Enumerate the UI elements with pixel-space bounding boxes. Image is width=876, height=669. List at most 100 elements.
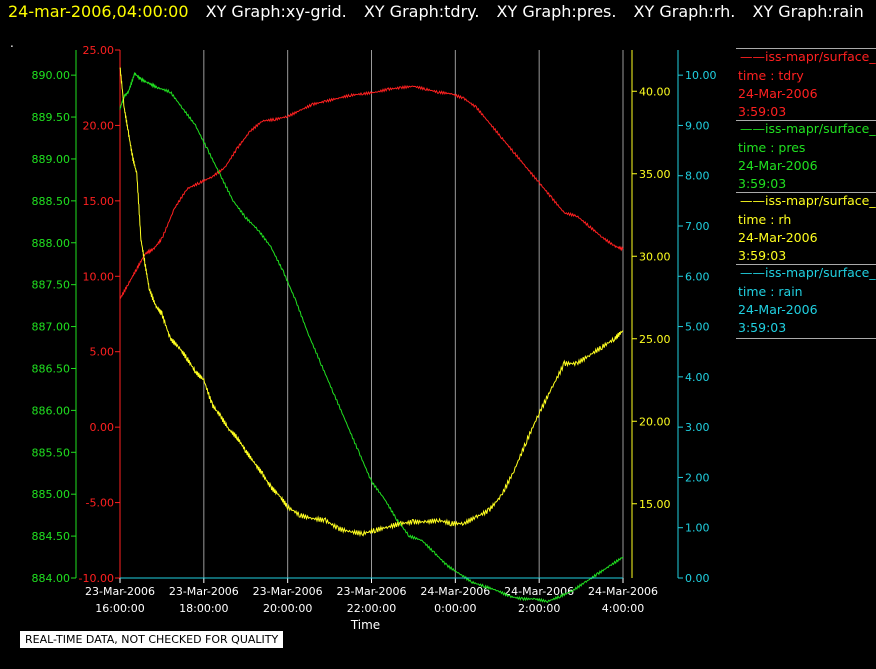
tick-label-pres: 889.50 xyxy=(32,111,71,124)
series-line-tdry xyxy=(119,84,624,300)
tick-label-pres: 888.50 xyxy=(32,195,71,208)
series-line-rh xyxy=(119,67,624,538)
legend-date: 24-Mar-2006 xyxy=(738,230,818,245)
tick-label-rh: 35.00 xyxy=(639,168,671,181)
tab-rh[interactable]: XY Graph:rh. xyxy=(633,2,736,21)
tick-label-pres: 887.00 xyxy=(32,321,71,334)
tick-label-rain: 0.00 xyxy=(685,572,710,585)
tick-label-pres: 889.00 xyxy=(32,153,71,166)
legend-line xyxy=(736,192,876,193)
x-tick-label-date: 24-Mar-2006 xyxy=(420,585,490,598)
tick-label-rain: 2.00 xyxy=(685,471,710,484)
tick-label-rh: 25.00 xyxy=(639,333,671,346)
tick-label-rh: 15.00 xyxy=(639,498,671,511)
legend-line xyxy=(736,48,876,49)
x-tick-label-time: 20:00:00 xyxy=(263,602,312,615)
dot-marker: . xyxy=(10,36,14,50)
tab-xy-grid[interactable]: XY Graph:xy-grid. xyxy=(205,2,347,21)
legend-time: 3:59:03 xyxy=(738,248,787,263)
legend-series-name: ——iss-mapr/surface_ xyxy=(740,265,876,280)
tick-label-rain: 5.00 xyxy=(685,321,710,334)
tick-label-pres: 885.50 xyxy=(32,446,71,459)
legend-time: 3:59:03 xyxy=(738,104,787,119)
quality-note: REAL-TIME DATA, NOT CHECKED FOR QUALITY xyxy=(20,631,284,648)
tick-label-tdry: 5.00 xyxy=(90,346,115,359)
x-tick-label-time: 16:00:00 xyxy=(95,602,144,615)
legend-entry-tdry[interactable]: ——iss-mapr/surface_ time : tdry 24-Mar-2… xyxy=(736,48,876,120)
legend-name-text: iss-mapr/surface_ xyxy=(765,49,876,64)
tick-label-pres: 886.00 xyxy=(32,404,71,417)
x-tick-label-date: 23-Mar-2006 xyxy=(85,585,155,598)
tick-label-rain: 4.00 xyxy=(685,371,710,384)
x-tick-label-time: 18:00:00 xyxy=(179,602,228,615)
tick-label-tdry: -5.00 xyxy=(86,497,114,510)
legend-entry-rain[interactable]: ——iss-mapr/surface_ time : rain 24-Mar-2… xyxy=(736,264,876,336)
legend-line xyxy=(736,120,876,121)
tick-label-tdry: 10.00 xyxy=(83,270,115,283)
x-tick-label-date: 24-Mar-2006 xyxy=(588,585,658,598)
series-line-pres xyxy=(119,72,624,604)
x-tick-label-date: 23-Mar-2006 xyxy=(337,585,407,598)
legend-variable: time : pres xyxy=(738,140,806,155)
x-axis-label: Time xyxy=(350,618,380,632)
tick-label-rain: 8.00 xyxy=(685,170,710,183)
tick-label-rain: 7.00 xyxy=(685,220,710,233)
tick-label-rh: 30.00 xyxy=(639,250,671,263)
legend-date: 24-Mar-2006 xyxy=(738,302,818,317)
tick-label-rh: 20.00 xyxy=(639,415,671,428)
tick-label-tdry: 15.00 xyxy=(83,195,115,208)
x-tick-label-time: 4:00:00 xyxy=(602,602,644,615)
tab-tdry[interactable]: XY Graph:tdry. xyxy=(363,2,480,21)
legend-name-text: iss-mapr/surface_ xyxy=(765,265,876,280)
legend-entry-rh[interactable]: ——iss-mapr/surface_ time : rh 24-Mar-200… xyxy=(736,192,876,264)
legend: ——iss-mapr/surface_ time : tdry 24-Mar-2… xyxy=(736,48,876,336)
legend-bottom-line xyxy=(736,338,876,339)
x-tick-label-date: 23-Mar-2006 xyxy=(253,585,323,598)
legend-time: 3:59:03 xyxy=(738,176,787,191)
legend-variable: time : rh xyxy=(738,212,792,227)
tick-label-rain: 1.00 xyxy=(685,522,710,535)
tick-label-rain: 10.00 xyxy=(685,69,717,82)
x-tick-label-time: 2:00:00 xyxy=(518,602,560,615)
tick-label-pres: 886.50 xyxy=(32,362,71,375)
tick-label-pres: 888.00 xyxy=(32,237,71,250)
legend-variable: time : rain xyxy=(738,284,803,299)
x-tick-label-time: 22:00:00 xyxy=(347,602,396,615)
tick-label-pres: 890.00 xyxy=(32,69,71,82)
legend-entry-pres[interactable]: ——iss-mapr/surface_ time : pres 24-Mar-2… xyxy=(736,120,876,192)
tick-label-rain: 3.00 xyxy=(685,421,710,434)
legend-swatch: —— xyxy=(740,49,765,64)
legend-time: 3:59:03 xyxy=(738,320,787,335)
legend-line xyxy=(736,264,876,265)
legend-swatch: —— xyxy=(740,265,765,280)
title-bar: 24-mar-2006,04:00:00 XY Graph:xy-grid. X… xyxy=(8,2,876,24)
tick-label-tdry: 0.00 xyxy=(90,421,115,434)
tick-label-pres: 884.50 xyxy=(32,530,71,543)
tab-pres[interactable]: XY Graph:pres. xyxy=(496,2,617,21)
legend-series-name: ——iss-mapr/surface_ xyxy=(740,121,876,136)
legend-date: 24-Mar-2006 xyxy=(738,86,818,101)
timestamp-label: 24-mar-2006,04:00:00 xyxy=(8,2,189,21)
x-tick-label-date: 23-Mar-2006 xyxy=(169,585,239,598)
legend-swatch: —— xyxy=(740,121,765,136)
x-tick-label-time: 0:00:00 xyxy=(434,602,476,615)
tick-label-tdry: -10.00 xyxy=(79,572,114,585)
x-tick-label-date: 24-Mar-2006 xyxy=(504,585,574,598)
legend-swatch: —— xyxy=(740,193,765,208)
legend-series-name: ——iss-mapr/surface_ xyxy=(740,49,876,64)
tick-label-rain: 6.00 xyxy=(685,270,710,283)
tick-label-rain: 9.00 xyxy=(685,119,710,132)
tick-label-tdry: 20.00 xyxy=(83,119,115,132)
tick-label-rh: 40.00 xyxy=(639,85,671,98)
tick-label-pres: 884.00 xyxy=(32,572,71,585)
tab-rain[interactable]: XY Graph:rain xyxy=(752,2,864,21)
legend-name-text: iss-mapr/surface_ xyxy=(765,193,876,208)
tick-label-pres: 885.00 xyxy=(32,488,71,501)
tick-label-pres: 887.50 xyxy=(32,279,71,292)
legend-name-text: iss-mapr/surface_ xyxy=(765,121,876,136)
legend-variable: time : tdry xyxy=(738,68,804,83)
legend-date: 24-Mar-2006 xyxy=(738,158,818,173)
legend-series-name: ——iss-mapr/surface_ xyxy=(740,193,876,208)
tick-label-tdry: 25.00 xyxy=(83,44,115,57)
